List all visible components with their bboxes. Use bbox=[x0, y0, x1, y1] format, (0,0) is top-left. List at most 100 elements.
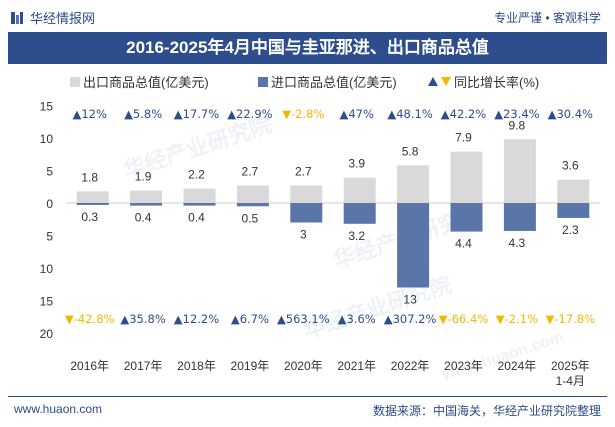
import-value-label: 0.4 bbox=[188, 211, 205, 225]
export-growth-label: ▲22.9% bbox=[227, 107, 272, 121]
import-bar bbox=[183, 203, 216, 206]
footer-divider bbox=[8, 396, 607, 397]
brand: 华经情报网 bbox=[10, 8, 95, 27]
y-tick-label: 5 bbox=[46, 230, 53, 244]
import-value-label: 0.5 bbox=[242, 211, 259, 225]
import-bar bbox=[397, 203, 430, 288]
export-value-label: 2.2 bbox=[188, 168, 205, 182]
brand-name: 华经情报网 bbox=[30, 11, 96, 26]
chart-title: 2016-2025年4月中国与圭亚那进、出口商品总值 bbox=[8, 32, 607, 64]
export-bar bbox=[343, 177, 376, 203]
export-growth-label: ▲12% bbox=[72, 107, 106, 121]
export-bar bbox=[557, 179, 590, 203]
import-growth-label: ▲6.7% bbox=[231, 312, 269, 326]
import-bar bbox=[343, 203, 376, 224]
import-value-label: 2.3 bbox=[562, 223, 579, 237]
legend-import: 进口商品总值(亿美元) bbox=[258, 72, 397, 91]
x-tick-label: 2018年 bbox=[177, 359, 216, 373]
import-growth-label: ▲307.2% bbox=[384, 312, 437, 326]
y-tick-label: 10 bbox=[40, 262, 54, 276]
footer-website: www.huaon.com bbox=[14, 402, 103, 416]
import-bar bbox=[450, 203, 483, 232]
tagline: 专业严谨 • 客观科学 bbox=[494, 11, 601, 25]
x-tick-label: 2016年 bbox=[70, 359, 109, 373]
export-value-label: 5.8 bbox=[402, 144, 419, 158]
y-tick-label: 15 bbox=[40, 295, 54, 309]
export-growth-label: ▲42.2% bbox=[441, 107, 486, 121]
legend: 出口商品总值(亿美元) 进口商品总值(亿美元) 同比增长率(%) bbox=[0, 72, 615, 92]
export-value-label: 2.7 bbox=[242, 164, 259, 178]
export-value-label: 9.8 bbox=[509, 118, 526, 132]
import-bar bbox=[236, 203, 269, 207]
export-bar bbox=[130, 190, 163, 203]
legend-export-swatch bbox=[70, 76, 80, 87]
y-tick-label: 20 bbox=[40, 327, 54, 341]
import-bar bbox=[76, 203, 109, 205]
export-bar bbox=[183, 188, 216, 203]
import-value-label: 3 bbox=[300, 228, 307, 242]
export-growth-label: ▲47% bbox=[339, 107, 373, 121]
export-value-label: 2.7 bbox=[295, 164, 312, 178]
export-bar bbox=[397, 165, 430, 203]
import-value-label: 0.3 bbox=[81, 210, 98, 224]
x-tick-label: 2025年 bbox=[551, 359, 590, 373]
import-value-label: 13 bbox=[403, 293, 417, 307]
y-tick-label: 10 bbox=[40, 132, 54, 146]
x-tick-label: 2022年 bbox=[391, 359, 430, 373]
import-value-label: 0.4 bbox=[135, 211, 152, 225]
import-growth-label: ▼-17.8% bbox=[546, 312, 596, 326]
import-growth-label: ▼-66.4% bbox=[439, 312, 489, 326]
top-bar: 华经情报网 专业严谨 • 客观科学 bbox=[0, 0, 615, 32]
export-growth-label: ▼-2.8% bbox=[282, 107, 324, 121]
export-value-label: 1.9 bbox=[135, 170, 152, 184]
export-growth-label: ▲5.8% bbox=[124, 107, 162, 121]
triangle-down-icon bbox=[441, 77, 451, 86]
footer-source: 数据来源：中国海关，华经产业研究院整理 bbox=[372, 404, 601, 418]
import-growth-label: ▼-42.8% bbox=[65, 312, 115, 326]
export-value-label: 3.9 bbox=[348, 157, 365, 171]
chart-canvas: 15 10 5 0 5 10 15 20 1.8 0.3 ▲12% ▼-42.8% 2016年 1.9 0.… bbox=[40, 100, 600, 388]
x-tick-label: 2020年 bbox=[284, 359, 323, 373]
y-tick-label: 5 bbox=[46, 165, 53, 179]
x-tick-label: 1-4月 bbox=[556, 374, 585, 388]
import-bar bbox=[503, 203, 536, 231]
brand-logo-icon bbox=[11, 11, 23, 24]
export-growth-label: ▲17.7% bbox=[174, 107, 219, 121]
import-growth-label: ▲3.6% bbox=[338, 312, 376, 326]
import-growth-label: ▲563.1% bbox=[277, 312, 330, 326]
export-growth-label: ▲30.4% bbox=[548, 107, 593, 121]
export-bar bbox=[503, 139, 536, 203]
import-growth-label: ▲12.2% bbox=[174, 312, 219, 326]
legend-growth-label: 同比增长率(%) bbox=[454, 75, 540, 90]
export-bar bbox=[76, 191, 109, 203]
import-bar bbox=[557, 203, 590, 218]
y-tick-label: 0 bbox=[46, 197, 53, 211]
x-tick-label: 2024年 bbox=[498, 359, 537, 373]
legend-export: 出口商品总值(亿美元) bbox=[70, 72, 209, 91]
triangle-up-icon bbox=[428, 77, 438, 86]
legend-export-label: 出口商品总值(亿美元) bbox=[83, 75, 209, 90]
import-value-label: 4.3 bbox=[509, 236, 526, 250]
export-bar bbox=[290, 185, 323, 203]
export-value-label: 1.8 bbox=[81, 170, 98, 184]
legend-import-label: 进口商品总值(亿美元) bbox=[271, 75, 397, 90]
export-value-label: 7.9 bbox=[455, 131, 472, 145]
import-bar bbox=[130, 203, 163, 206]
import-value-label: 3.2 bbox=[348, 229, 365, 243]
export-value-label: 3.6 bbox=[562, 159, 579, 173]
legend-growth: 同比增长率(%) bbox=[428, 72, 539, 91]
legend-import-swatch bbox=[258, 76, 268, 87]
y-tick-label: 15 bbox=[40, 100, 54, 114]
x-tick-label: 2017年 bbox=[124, 359, 163, 373]
import-growth-label: ▲35.8% bbox=[120, 312, 165, 326]
export-growth-label: ▲23.4% bbox=[494, 107, 539, 121]
x-tick-label: 2019年 bbox=[231, 359, 270, 373]
export-bar bbox=[450, 151, 483, 203]
import-value-label: 4.4 bbox=[455, 237, 472, 251]
import-bar bbox=[290, 203, 323, 223]
export-growth-label: ▲48.1% bbox=[387, 107, 432, 121]
x-tick-label: 2023年 bbox=[444, 359, 483, 373]
import-growth-label: ▼-2.1% bbox=[496, 312, 538, 326]
export-bar bbox=[236, 185, 269, 203]
